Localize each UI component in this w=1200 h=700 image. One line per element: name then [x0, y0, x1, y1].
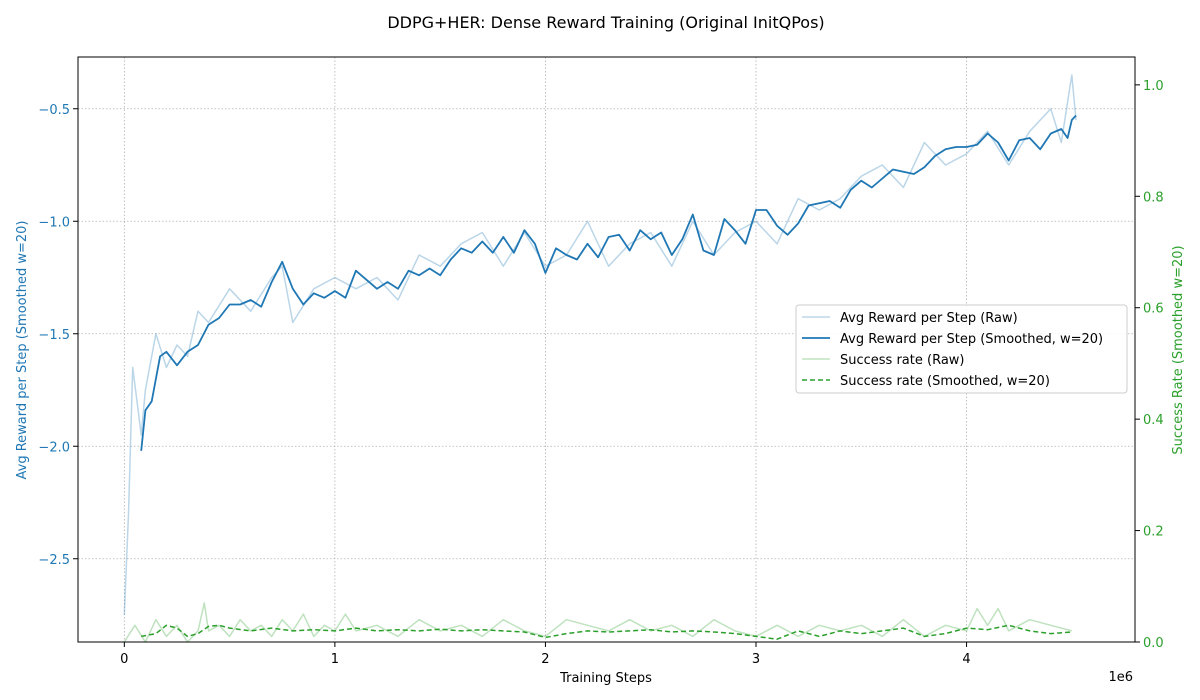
legend-label-success-raw: Success rate (Raw): [840, 353, 965, 368]
x-tick-label-3: 3: [752, 652, 760, 667]
x-tick-label-1: 1: [331, 652, 339, 667]
x-tick-label-2: 2: [541, 652, 549, 667]
y-left-tick-label-1: −2.0: [38, 440, 70, 455]
y-right-tick-label-1: 0.2: [1143, 525, 1164, 540]
y-left-axis-label: Avg Reward per Step (Smoothed w=20): [15, 221, 30, 480]
y-right-tick-label-4: 0.8: [1143, 190, 1164, 205]
series-success-raw: [123, 602, 1072, 643]
y-left-tick-label-0: −2.5: [38, 553, 70, 568]
series-layer: [123, 74, 1077, 643]
x-axis-label: Training Steps: [559, 671, 652, 686]
y-left-tick-label-2: −1.5: [38, 328, 70, 343]
series-success-smoothed: [141, 624, 1072, 640]
legend: Avg Reward per Step (Raw) Avg Reward per…: [795, 304, 1128, 394]
y-right-tick-label-5: 1.0: [1143, 79, 1164, 94]
x-tick-label-0: 0: [120, 652, 128, 667]
legend-box: [795, 304, 1128, 394]
x-scale-label: 1e6: [1108, 670, 1133, 685]
legend-label-success-smoothed: Success rate (Smoothed, w=20): [840, 374, 1050, 389]
plot-frame: [77, 56, 1136, 643]
chart-title: DDPG+HER: Dense Reward Training (Origina…: [387, 13, 824, 32]
x-tick-label-4: 4: [962, 652, 970, 667]
y-right-axis-label: Success Rate (Smoothed w=20): [1171, 245, 1186, 454]
y-right-tick-label-3: 0.6: [1143, 302, 1164, 317]
y-left-tick-label-3: −1.0: [38, 215, 70, 230]
series-reward-raw: [123, 74, 1077, 616]
x-ticks: 0 1 2 3 4: [120, 642, 971, 667]
legend-label-reward-raw: Avg Reward per Step (Raw): [840, 311, 1018, 326]
series-reward-smoothed: [140, 114, 1077, 451]
y-left-tick-label-4: −0.5: [38, 103, 70, 118]
y-right-tick-label-2: 0.4: [1143, 413, 1164, 428]
legend-label-reward-smoothed: Avg Reward per Step (Smoothed, w=20): [840, 332, 1103, 347]
y-right-tick-label-0: 0.0: [1143, 636, 1164, 651]
y-left-ticks: −2.5 −2.0 −1.5 −1.0 −0.5: [38, 103, 78, 568]
grid-layer: [78, 57, 1135, 642]
y-right-ticks: 0.0 0.2 0.4 0.6 0.8 1.0: [1135, 79, 1164, 651]
